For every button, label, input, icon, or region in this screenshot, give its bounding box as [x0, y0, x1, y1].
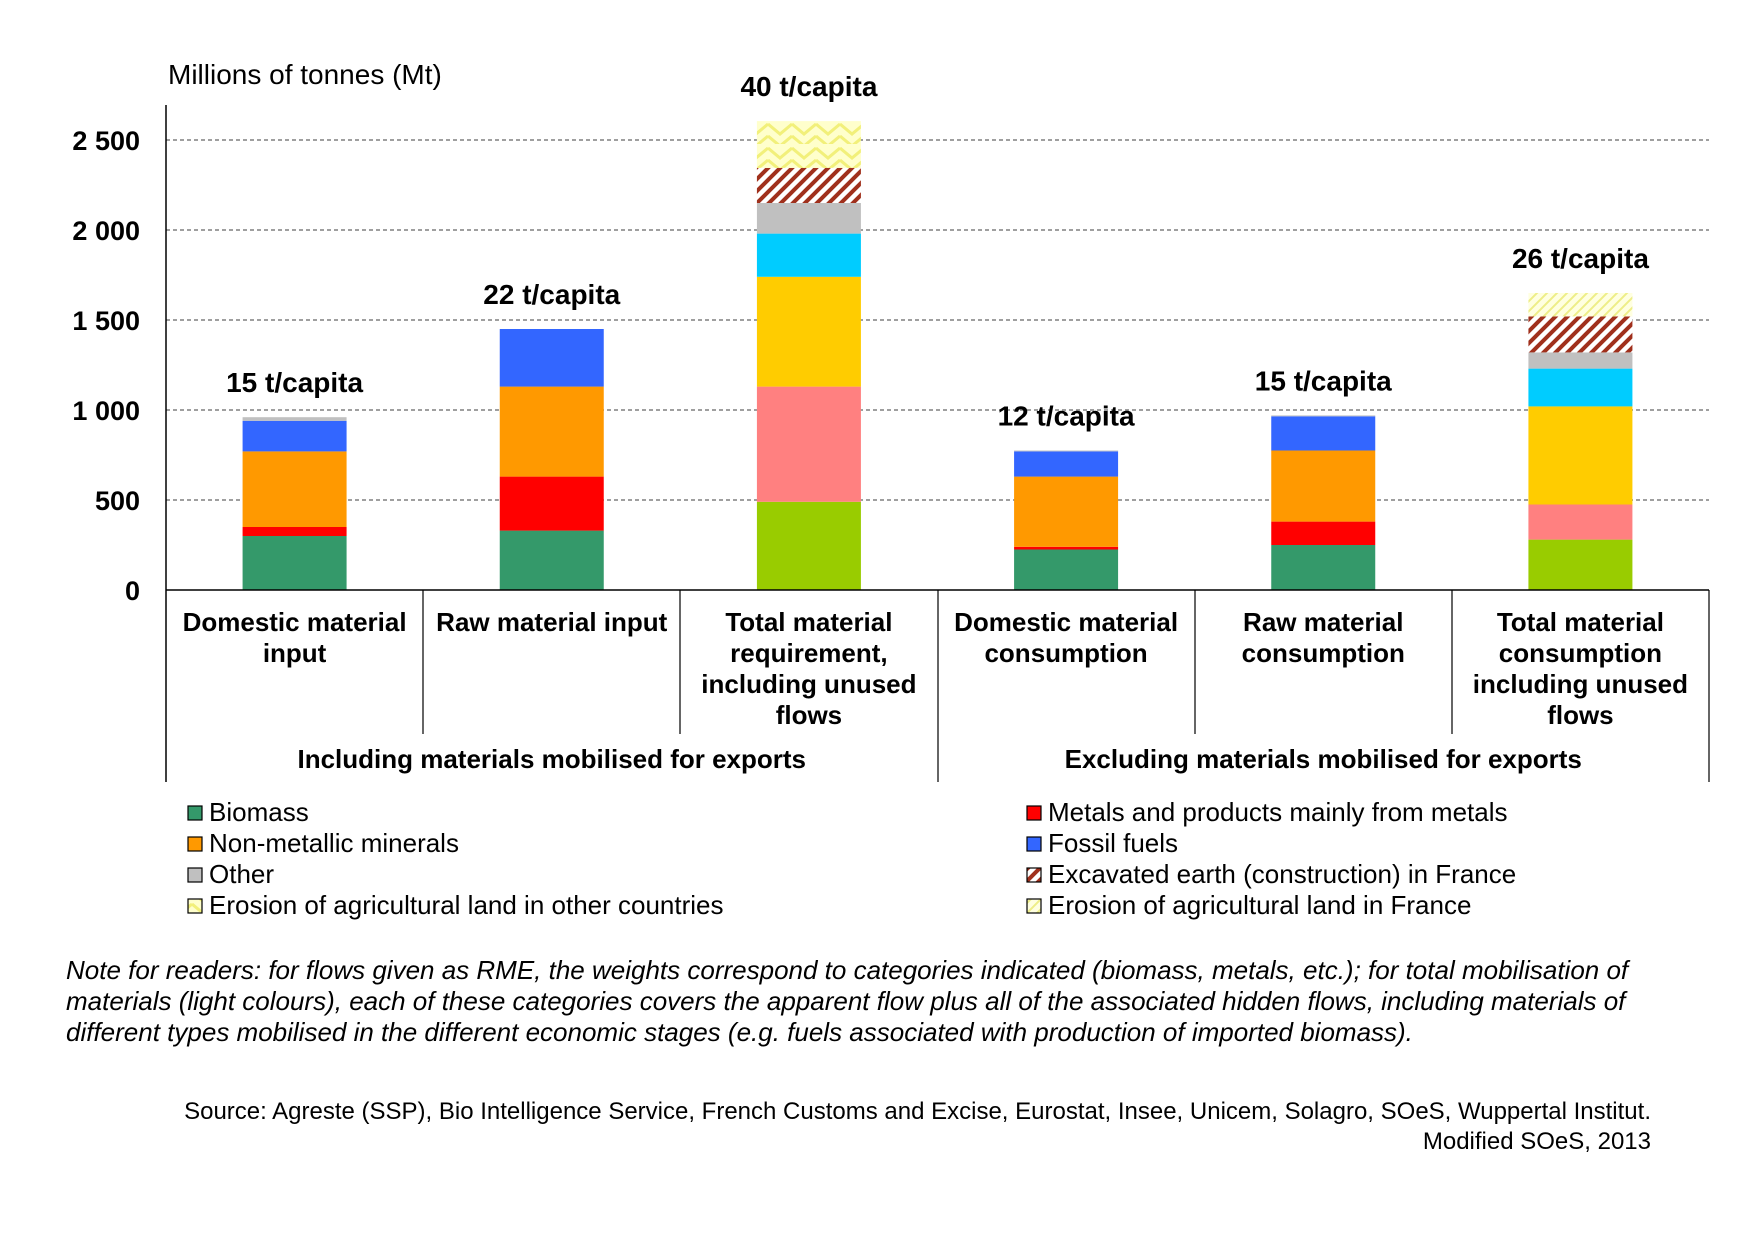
bar-segment-excavated — [756, 167, 861, 203]
per-capita-label: 40 t/capita — [740, 71, 877, 102]
bar-segment-metals — [242, 527, 347, 536]
bar-segment-nonmetallic — [242, 451, 347, 527]
legend-swatch — [1026, 836, 1042, 852]
per-capita-label: 15 t/capita — [226, 367, 363, 398]
legend-label: Fossil fuels — [1048, 828, 1178, 858]
legend-label: Excavated earth (construction) in France — [1048, 859, 1516, 889]
per-capita-label: 12 t/capita — [998, 401, 1135, 432]
bars — [242, 121, 1633, 590]
bar-segment-fossil — [499, 329, 604, 387]
legend-label: Erosion of agricultural land in France — [1048, 890, 1471, 920]
bar-segment-other — [1014, 450, 1119, 452]
bar-segment-metals — [499, 476, 604, 531]
bar-segment-biomass — [1528, 539, 1633, 590]
y-tick-label: 2 000 — [72, 216, 140, 246]
y-tick-label: 500 — [95, 486, 140, 516]
bar-segment-nonmetallic — [756, 276, 861, 387]
bar-segment-biomass — [1271, 545, 1376, 590]
category-label: Raw material consumption — [1242, 607, 1405, 668]
axes — [165, 105, 1710, 782]
legend-swatch — [187, 836, 203, 852]
bar-segment-nonmetallic — [1528, 406, 1633, 505]
group-labels: Including materials mobilised for export… — [297, 744, 1581, 774]
bar-segment-fossil — [1528, 368, 1633, 407]
legend-swatch — [187, 805, 203, 821]
source-line: Source: Agreste (SSP), Bio Intelligence … — [184, 1098, 1651, 1125]
legend-label: Non-metallic minerals — [209, 828, 459, 858]
legend-swatch — [187, 898, 203, 914]
bar-segment-nonmetallic — [1014, 476, 1119, 547]
legend-label: Erosion of agricultural land in other co… — [209, 890, 724, 920]
bar-segment-nonmetallic — [1271, 450, 1376, 522]
category-labels: Domestic material input Raw material input… — [183, 607, 1688, 730]
bar-segment-other — [756, 203, 861, 234]
per-capita-label: 15 t/capita — [1255, 365, 1392, 396]
bar-segment-metals — [756, 386, 861, 502]
bar-segment-biomass — [499, 530, 604, 590]
bar-segment-metals — [1014, 546, 1119, 550]
per-capita-label: 26 t/capita — [1512, 243, 1649, 274]
note-for-readers: Note for readers: for flows given as RME… — [66, 955, 1629, 1047]
bar-segment-fossil — [1271, 416, 1376, 451]
bar-segment-metals — [1271, 521, 1376, 545]
legend-swatch — [1026, 898, 1042, 914]
category-label: Raw material input — [436, 607, 667, 637]
bar-segment-metals — [1528, 504, 1633, 540]
bar-segment-erosion_france — [1528, 293, 1633, 317]
category-label: Total material requirement, including unus… — [701, 607, 916, 730]
bar-segment-erosion_other — [756, 121, 861, 168]
category-label: Total material consumption including unuse… — [1473, 607, 1688, 730]
legend-swatch — [1026, 867, 1042, 883]
per-capita-label: 22 t/capita — [483, 279, 620, 310]
per-capita-labels: 15 t/capita 22 t/capita 40 t/capita 12 t/ca… — [226, 71, 1649, 431]
legend-swatch — [187, 867, 203, 883]
bar-segment-biomass — [756, 501, 861, 590]
legend-swatch — [1026, 805, 1042, 821]
y-tick-label: 1 500 — [72, 306, 140, 336]
source-line: Modified SOeS, 2013 — [1422, 1128, 1651, 1155]
bar-segment-fossil — [1014, 451, 1119, 477]
group-label: Excluding materials mobilised for export… — [1065, 744, 1582, 774]
legend-label: Other — [209, 859, 274, 889]
bar-segment-biomass — [1014, 549, 1119, 590]
legend-label: Biomass — [209, 797, 309, 827]
bar-segment-nonmetallic — [499, 386, 604, 477]
bar-segment-other — [242, 417, 347, 421]
y-tick-labels: 0 500 1 000 1 500 2 000 2 500 — [72, 126, 140, 606]
bar-segment-excavated — [1528, 316, 1633, 353]
group-label: Including materials mobilised for export… — [297, 744, 806, 774]
y-tick-label: 0 — [125, 576, 140, 606]
stacked-bar-chart: Millions of tonnes (Mt) 0 500 1 000 1 500 2 … — [72, 59, 1710, 920]
source-block: Source: Agreste (SSP), Bio Intelligence … — [51, 1097, 1651, 1157]
y-tick-label: 2 500 — [72, 126, 140, 156]
category-label: Domestic material consumption — [954, 607, 1178, 668]
legend-label: Metals and products mainly from metals — [1048, 797, 1508, 827]
bar-segment-fossil — [242, 420, 347, 452]
bar-segment-biomass — [242, 536, 347, 590]
bar-segment-fossil — [756, 233, 861, 277]
y-axis-label: Millions of tonnes (Mt) — [168, 59, 442, 90]
gridlines — [166, 139, 1709, 501]
legend: Biomass Metals and products mainly from m… — [187, 797, 1516, 920]
category-label: Domestic material input — [183, 607, 407, 668]
bar-segment-other — [1271, 415, 1376, 417]
bar-segment-other — [1528, 352, 1633, 369]
y-tick-label: 1 000 — [72, 396, 140, 426]
